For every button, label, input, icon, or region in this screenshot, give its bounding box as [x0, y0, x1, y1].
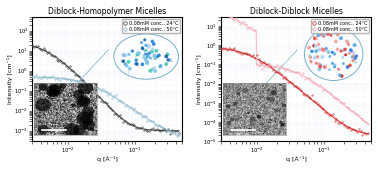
Title: Diblock-Diblock Micelles: Diblock-Diblock Micelles — [250, 7, 343, 16]
Y-axis label: Intensity [cm⁻¹]: Intensity [cm⁻¹] — [196, 54, 202, 104]
Title: Diblock-Homopolymer Micelles: Diblock-Homopolymer Micelles — [48, 7, 166, 16]
Legend: 0.08mM conc., 24°C, 0.08mM conc., 50°C: 0.08mM conc., 24°C, 0.08mM conc., 50°C — [311, 19, 369, 33]
Y-axis label: Intensity [cm⁻¹]: Intensity [cm⁻¹] — [7, 54, 13, 104]
X-axis label: q [Å⁻¹]: q [Å⁻¹] — [97, 156, 118, 162]
X-axis label: q [Å⁻¹]: q [Å⁻¹] — [286, 156, 307, 162]
Legend: 0.08mM conc., 24°C, 0.08mM conc., 50°C: 0.08mM conc., 24°C, 0.08mM conc., 50°C — [122, 19, 180, 33]
